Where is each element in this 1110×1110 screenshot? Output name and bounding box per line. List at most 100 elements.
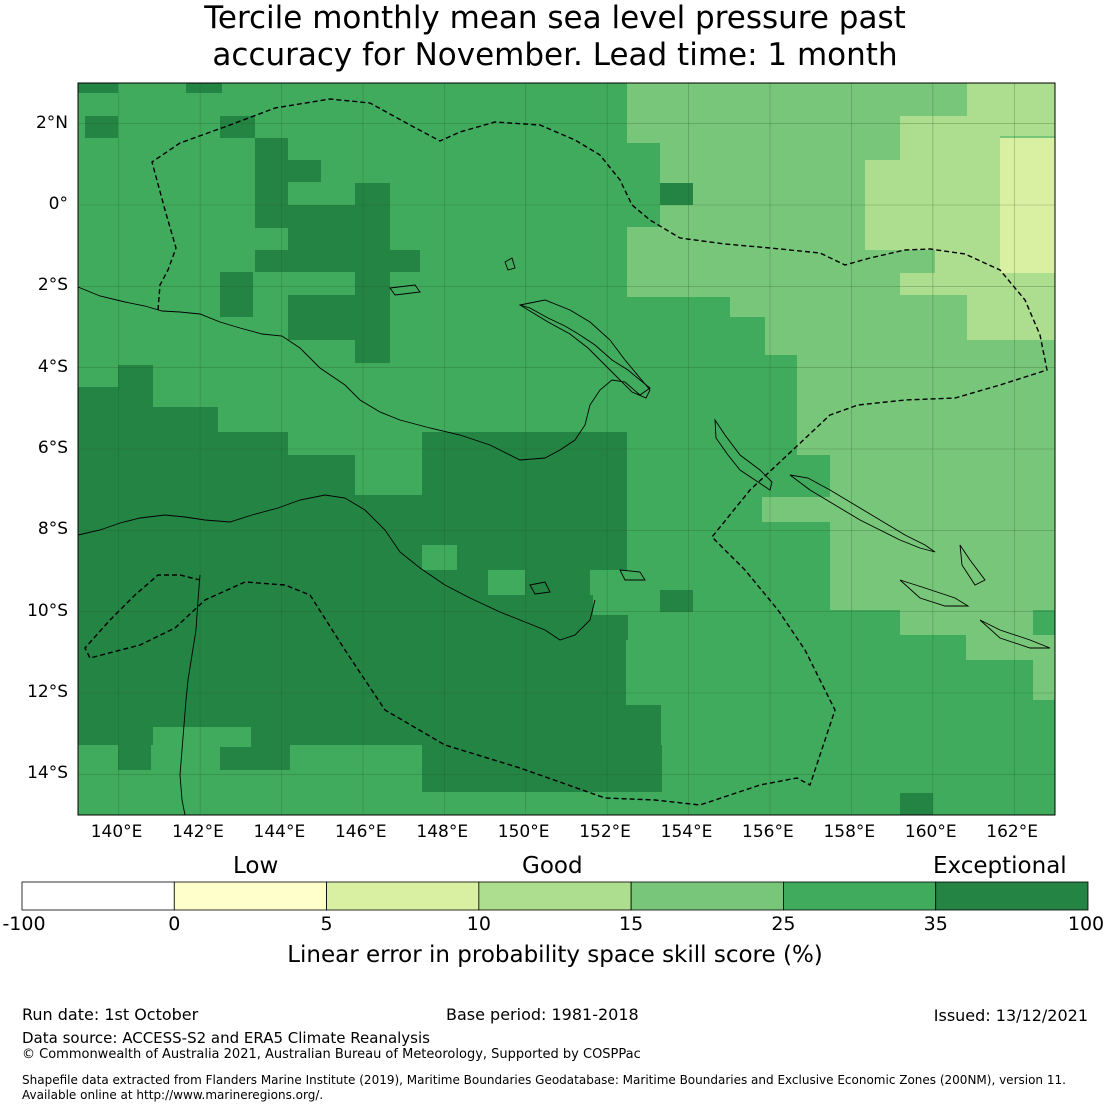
new-guinea-coastline: [77, 286, 651, 461]
lon-tick-label: 154°E: [660, 822, 713, 842]
data-source: Data source: ACCESS-S2 and ERA5 Climate …: [22, 1029, 430, 1047]
skill-score-grid: [78, 83, 1055, 815]
lon-tick-label: 140°E: [90, 822, 143, 842]
grid-cell-16: [900, 273, 935, 295]
lat-tick-label: 12°S: [27, 682, 68, 702]
grid-cell-22: [220, 116, 255, 138]
new-guinea-south-coastline: [77, 494, 596, 641]
grid-cell-48: [422, 745, 662, 770]
tier-good: Good: [522, 853, 583, 879]
lon-tick-label: 148°E: [416, 822, 469, 842]
base-period: Base period: 1981-2018: [446, 1005, 639, 1024]
grid-cell-10: [1033, 635, 1055, 700]
png-eez-boundary: [84, 98, 1048, 806]
lat-tick-label: 8°S: [37, 519, 68, 540]
grid-cell-28: [220, 272, 253, 317]
lon-tick-label: 146°E: [334, 822, 387, 842]
grid-cell-41: [78, 595, 593, 615]
colorbar-tick-label: 15: [619, 913, 644, 935]
grid-cell-20: [186, 83, 222, 93]
grid-cell-44: [78, 665, 626, 705]
lat-tick-label: 10°S: [27, 600, 68, 621]
lon-tick-label: 152°E: [579, 822, 631, 842]
lon-tick-label: 160°E: [904, 822, 957, 842]
grid-cell-9: [966, 635, 1034, 660]
colorbar-tick-label: 10: [466, 913, 491, 935]
lat-tick-label: 14°S: [27, 763, 68, 784]
lat-tick-label: 2°S: [37, 275, 68, 296]
colorbar-tick-label: -100: [2, 913, 46, 935]
grid-cell-30: [78, 387, 153, 407]
grid-cell-14: [900, 136, 1000, 160]
grid-cell-46: [118, 745, 151, 770]
bougainville-coastline: [714, 418, 773, 491]
colorbar-segment-4: [630, 881, 784, 911]
colorbar-segment-2: [326, 881, 480, 911]
colorbar-tick-label: 35: [923, 913, 948, 935]
south-coast-islands: [389, 257, 1051, 649]
map-title: Tercile monthly mean sea level pressure …: [0, 0, 1110, 74]
shapefile-credit-1: Shapefile data extracted from Flanders M…: [22, 1073, 1066, 1087]
grid-cell-21: [85, 116, 118, 138]
grid-cell-31: [118, 365, 153, 387]
colorbar: [21, 881, 1089, 911]
lon-tick-label: 144°E: [253, 822, 306, 842]
colorbar-segment-6: [935, 881, 1089, 911]
lat-tick-label: 4°S: [37, 356, 68, 377]
cape-york-coastline: [179, 574, 201, 816]
grid-cell-17: [967, 295, 1055, 340]
graticule: [78, 83, 1055, 815]
grid-cell-34: [78, 455, 355, 495]
grid-cell-11: [967, 83, 1055, 116]
colorbar-segment-5: [783, 881, 937, 911]
grid-cell-13: [865, 160, 1000, 250]
tier-exceptional: Exceptional: [933, 853, 1067, 879]
guadalcanal-coastline: [899, 579, 970, 607]
grid-cell-7: [762, 497, 1055, 522]
grid-cell-47: [220, 745, 290, 770]
grid-cell-40: [525, 570, 590, 595]
coastlines: [77, 257, 1051, 816]
lon-tick-label: 162°E: [986, 822, 1038, 842]
run-date: Run date: 1st October: [22, 1005, 199, 1024]
colorbar-tick-label: 100: [1067, 913, 1105, 935]
grid-cell-54: [422, 545, 457, 570]
colorbar-tick-label: 0: [168, 913, 181, 935]
grid-cell-19: [78, 83, 118, 93]
lat-tick-label: 2°N: [35, 112, 68, 133]
map-frame: [77, 82, 1056, 816]
grid-cell-33: [78, 432, 288, 457]
grid-cell-49: [422, 770, 662, 792]
copyright: © Commonwealth of Australia 2021, Austra…: [22, 1047, 641, 1062]
grid-cell-43: [78, 640, 626, 665]
lon-tick-label: 158°E: [823, 822, 876, 842]
lon-tick-label: 150°E: [497, 822, 550, 842]
title-line-1: Tercile monthly mean sea level pressure …: [204, 0, 906, 36]
title-line-2: accuracy for November. Lead time: 1 mont…: [212, 37, 898, 73]
tier-low: Low: [233, 853, 279, 879]
new-britain-coastline: [518, 299, 651, 399]
grid-cell-52: [900, 793, 933, 815]
colorbar-tick-label: 25: [771, 913, 796, 935]
colorbar-segment-3: [478, 881, 632, 911]
grid-cell-50: [660, 590, 693, 612]
colorbar-label: Linear error in probability space skill …: [287, 942, 823, 968]
grid-cell-5: [797, 355, 1055, 455]
lon-tick-label: 142°E: [172, 822, 224, 842]
colorbar-tick-label: 5: [320, 913, 333, 935]
grid-cell-24: [288, 160, 321, 182]
grid-cell-55: [490, 570, 525, 595]
grid-cell-37: [78, 545, 423, 570]
grid-cell-36: [422, 432, 627, 545]
colorbar-segment-0: [21, 881, 175, 911]
solomon-islands-coastline: [789, 474, 936, 553]
grid-cell-8: [900, 610, 1033, 635]
grid-cell-38: [457, 545, 627, 570]
colorbar-segment-1: [173, 881, 327, 911]
grid-cell-51: [660, 183, 693, 205]
grid-cell-57: [186, 727, 251, 747]
shapefile-credit-2: Available online at http://www.marinereg…: [22, 1088, 324, 1102]
lat-tick-label: 0°: [48, 194, 68, 214]
grid-cell-53: [355, 455, 422, 495]
